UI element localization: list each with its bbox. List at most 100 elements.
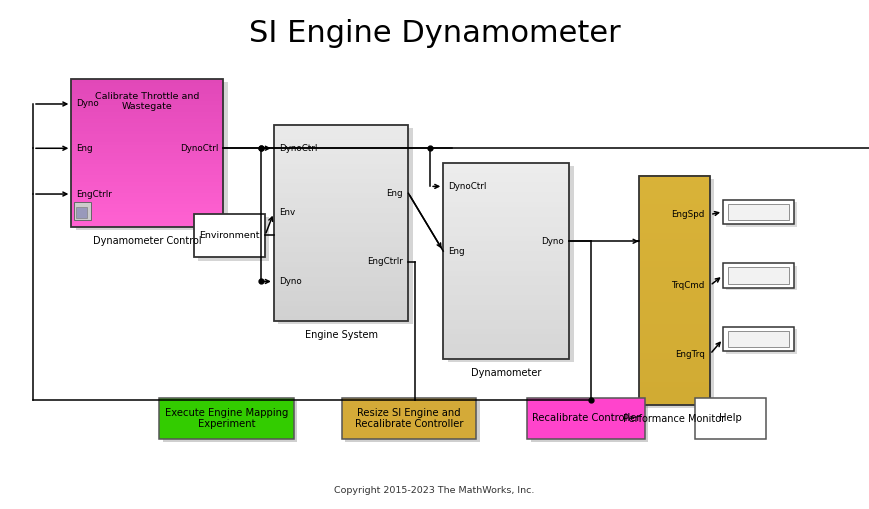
Bar [639,313,710,319]
Bar [274,296,408,301]
Bar [274,228,408,233]
Bar [639,296,710,301]
Text: Help: Help [720,413,742,423]
Bar [71,222,223,227]
Bar [531,401,648,442]
Bar [71,101,223,105]
Bar [71,201,223,204]
Bar [274,310,408,316]
Bar [639,370,710,376]
Bar [639,175,710,181]
Text: EngCtrlr: EngCtrlr [76,189,112,199]
Bar [274,222,408,228]
Bar [639,324,710,330]
Bar [639,198,710,204]
Bar [274,198,408,203]
Bar [274,188,408,193]
Bar [71,163,223,167]
Bar [639,210,710,216]
Bar [71,94,223,97]
Bar [443,270,569,275]
Text: Env: Env [279,208,295,217]
Text: Engine System: Engine System [304,330,378,340]
Bar [274,193,408,198]
Bar [723,200,794,224]
Bar [71,137,223,142]
Bar [274,276,408,281]
Bar [71,79,223,227]
Text: Dyno: Dyno [76,99,99,108]
Text: Eng: Eng [76,144,93,153]
Bar [443,344,569,349]
Bar [443,241,569,246]
Text: EngCtrlr: EngCtrlr [368,258,403,266]
Bar [728,204,789,220]
Bar [639,215,710,221]
Bar [443,300,569,305]
Text: Performance Monitor: Performance Monitor [623,414,726,424]
Bar [274,237,408,242]
Bar [443,275,569,280]
Text: Execute Engine Mapping
Experiment: Execute Engine Mapping Experiment [165,408,288,429]
Bar [639,301,710,307]
Bar [443,216,569,222]
Bar [443,295,569,300]
Bar [274,291,408,296]
Bar [71,142,223,146]
Bar [639,393,710,399]
Bar [443,207,569,212]
Bar [71,193,223,197]
Bar [639,387,710,393]
Bar [274,286,408,291]
Bar [639,347,710,353]
Bar [639,238,710,244]
Bar [443,227,569,232]
Bar [71,153,223,156]
Bar [443,167,569,173]
Bar [443,163,569,359]
Bar [639,353,710,359]
Bar [639,364,710,371]
Bar [71,219,223,223]
Bar [643,179,714,408]
Bar [71,119,223,123]
Bar [71,82,223,86]
Bar [639,244,710,250]
Bar [274,159,408,164]
Bar [443,315,569,320]
Bar [71,160,223,164]
Bar [274,139,408,145]
Bar [639,290,710,296]
Bar [198,217,269,261]
Bar [74,202,91,220]
Bar [71,90,223,94]
Text: Eng: Eng [448,246,465,256]
Bar [274,306,408,311]
Text: DynoCtrl: DynoCtrl [279,144,317,153]
Bar [71,97,223,101]
Bar [71,212,223,215]
Bar [443,202,569,207]
Bar [159,398,294,439]
Bar [639,336,710,342]
Bar [639,382,710,387]
Bar [527,398,645,439]
Bar [726,266,797,290]
Bar [726,329,797,354]
Bar [443,339,569,344]
Text: Environment: Environment [199,231,260,240]
Bar [639,399,710,405]
Bar [71,186,223,189]
Text: DynoCtrl: DynoCtrl [448,182,487,191]
Bar [639,233,710,239]
Bar [274,144,408,149]
Bar [71,215,223,219]
Bar [723,263,794,288]
Bar [71,79,223,82]
Bar [274,262,408,267]
Bar [274,134,408,139]
Bar [726,202,797,227]
Bar [274,301,408,306]
Bar [345,401,480,442]
Bar [443,280,569,286]
